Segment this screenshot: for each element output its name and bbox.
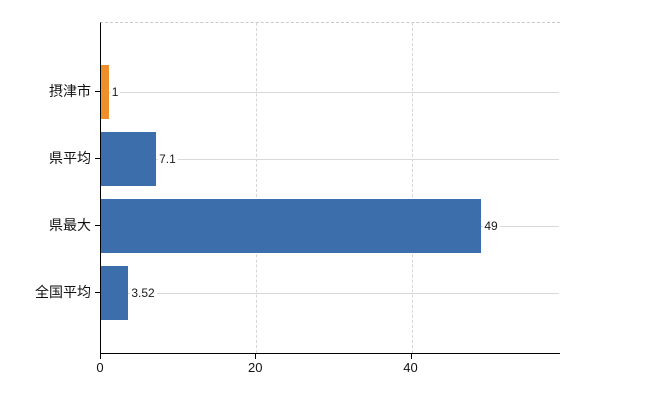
y-axis-label-県平均: 県平均 [49,150,91,166]
x-gridline-40 [411,23,413,353]
x-axis-tick-40 [410,354,412,359]
x-axis-tick-label-0: 0 [96,360,104,375]
y-axis-tick-3 [95,292,100,293]
y-gridline-1 [101,159,559,160]
y-axis-tick-1 [95,158,100,159]
value-label-摂津市: 1 [110,85,121,99]
bar-摂津市 [101,65,109,119]
x-gridline-20 [256,23,258,353]
value-label-全国平均: 3.52 [130,286,157,300]
y-axis-label-摂津市: 摂津市 [49,83,91,99]
bar-県平均 [101,132,157,186]
y-gridline-3 [101,293,559,294]
bar-県最大 [101,199,482,253]
value-label-県最大: 49 [483,219,500,233]
x-axis-tick-20 [255,354,257,359]
x-axis-tick-0 [100,354,101,359]
y-axis-label-県最大: 県最大 [49,217,91,233]
y-axis-label-全国平均: 全国平均 [35,284,91,300]
value-label-県平均: 7.1 [158,152,178,166]
y-gridline-0 [101,92,559,93]
plot-area: 1 7.1 49 3.52 [100,22,560,354]
x-axis-tick-label-40: 40 [403,360,418,375]
bar-全国平均 [101,266,129,320]
y-axis-tick-0 [95,91,100,92]
y-axis-tick-2 [95,225,100,226]
x-axis-tick-label-20: 20 [248,360,263,375]
